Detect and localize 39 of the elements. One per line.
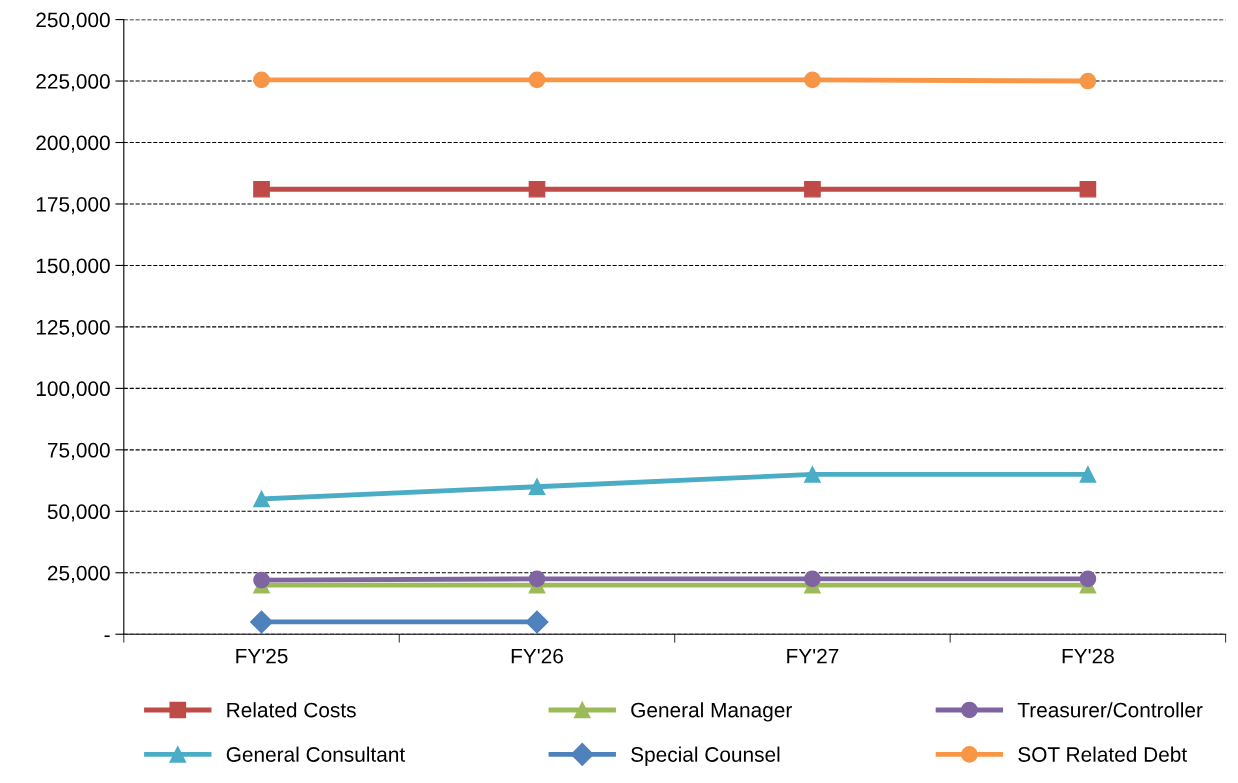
x-tick-label: FY'26 (511, 648, 563, 664)
point (1079, 570, 1097, 588)
legend-label: Treasurer/Controller (1017, 702, 1203, 718)
legend-label: Special Counsel (631, 746, 780, 766)
y-tick-label: 250,000 (36, 12, 110, 30)
point (253, 71, 270, 89)
point (525, 610, 549, 634)
x-tick-label: FY'28 (1062, 648, 1114, 664)
y-tick-label: 25,000 (47, 565, 110, 583)
x-tick-label: FY'25 (236, 648, 288, 664)
legend-label: Related Costs (227, 702, 356, 718)
point (804, 180, 821, 198)
legend-label: SOT Related Debt (1018, 746, 1187, 762)
y-tick-label: 225,000 (36, 74, 110, 92)
y-tick-label: 75,000 (47, 442, 110, 461)
legend-label: General Consultant (226, 746, 406, 762)
point (804, 570, 821, 588)
point (253, 571, 270, 589)
y-tick-label: - (104, 635, 110, 638)
y-tick-label: 50,000 (47, 504, 110, 522)
y-tick-label: 175,000 (36, 196, 110, 215)
point (804, 466, 821, 483)
point (1079, 466, 1097, 483)
y-tick-label: 150,000 (36, 258, 110, 276)
point (1079, 180, 1097, 198)
point (804, 71, 821, 89)
point (528, 478, 546, 496)
point (528, 180, 546, 198)
point (250, 610, 274, 634)
point (1079, 72, 1097, 90)
y-tick-label: 200,000 (36, 135, 110, 153)
y-tick-label: 100,000 (36, 381, 110, 399)
point (253, 180, 270, 198)
x-tick-label: FY'27 (787, 648, 839, 664)
point (528, 71, 546, 89)
legend-label: General Manager (631, 702, 792, 722)
y-tick-label: 125,000 (36, 319, 110, 338)
point (253, 490, 270, 508)
point (528, 570, 546, 588)
